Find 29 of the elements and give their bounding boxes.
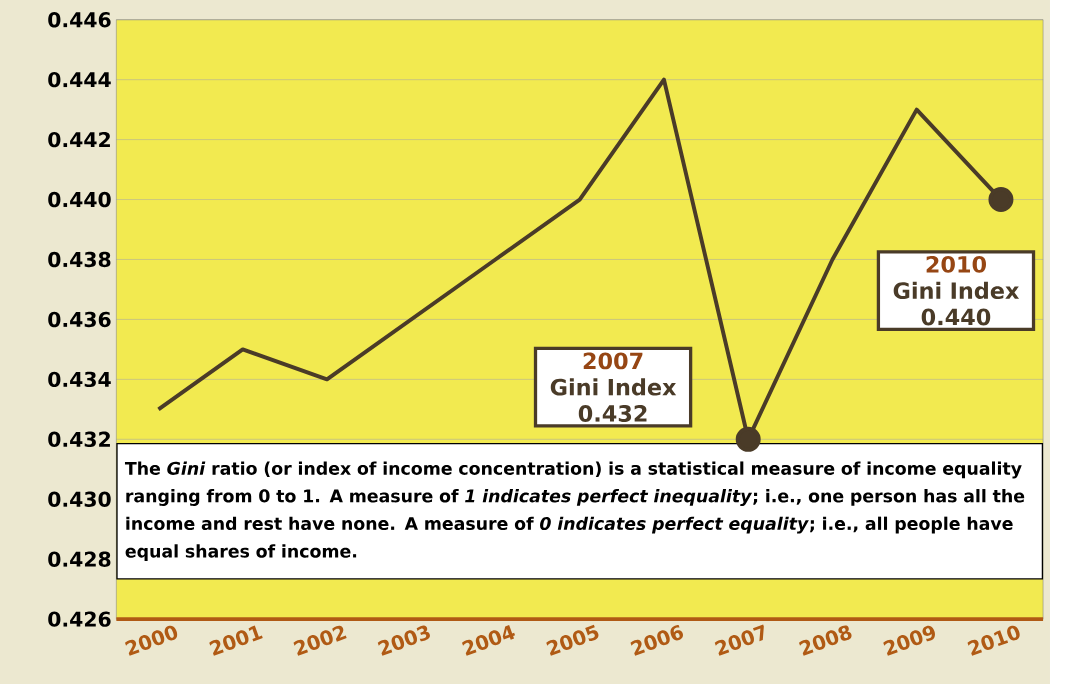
y-tick-label: 0.436	[48, 311, 111, 328]
y-tick-label: 0.438	[48, 251, 111, 268]
y-tick-label: 0.430	[48, 491, 111, 507]
x-tick-label: 2003	[377, 625, 430, 656]
y-tick-label: 0.440	[48, 191, 111, 208]
y-tick-label: 0.428	[48, 551, 111, 567]
x-tick-label: 2000	[125, 625, 178, 656]
x-tick-label: 2008	[798, 625, 852, 656]
annotation: 2007	[583, 352, 643, 370]
x-tick-label: 2004	[461, 624, 516, 656]
annotation: Gini Index	[550, 378, 677, 396]
x-tick-label: 2001	[209, 625, 263, 656]
x-tick-label: 2002	[293, 625, 347, 656]
y-tick-label: 0.444	[48, 71, 111, 88]
x-tick-label: 2007	[714, 624, 764, 656]
y-tick-label: 0.426	[48, 611, 111, 627]
x-tick-label: 2006	[630, 624, 684, 656]
x-tick-label: 2005	[546, 624, 599, 656]
annotation: 0.440	[921, 308, 991, 326]
y-tick-label: 0.442	[48, 131, 110, 148]
annotation: 0.432	[578, 404, 647, 422]
y-tick-label: 0.432	[48, 431, 110, 447]
x-tick-label: 2009	[883, 625, 935, 656]
annotation: 2010	[926, 255, 986, 273]
annotation: Gini Index	[893, 281, 1020, 299]
y-tick-label: 0.434	[48, 371, 111, 387]
x-tick-label: 2010	[967, 625, 1020, 656]
text: The Gini ratio (or index of income concentration) is a statistical measure of income equality ranging from 0 to 1. A measure of 1 indicates perfect inequality; i.e., one person has all the income and rest have none. A measure of 0 indicates perfect equality; i.e., all people have equal shares of income.	[124, 461, 1025, 561]
y-tick-label: 0.446	[48, 11, 111, 28]
